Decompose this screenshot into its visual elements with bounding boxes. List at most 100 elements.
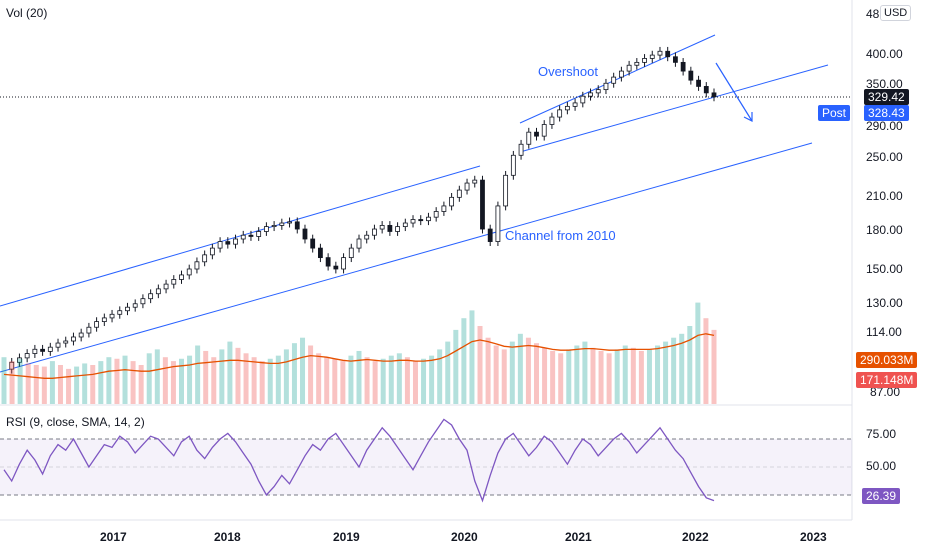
volume-bar	[82, 363, 88, 404]
candle-body	[109, 313, 115, 319]
candle-body	[194, 261, 200, 270]
volume-bar	[33, 365, 39, 404]
post-price-tag: 328.43	[864, 105, 909, 121]
candle-body	[32, 348, 38, 354]
volume-bar	[469, 310, 475, 404]
volume-bar	[57, 365, 63, 404]
price-tick: 250.00	[866, 150, 903, 164]
candle-body	[356, 238, 362, 249]
volume-tag: 171.148M	[856, 372, 918, 388]
volume-ma-line[interactable]	[3, 333, 715, 379]
price-tick: 150.00	[866, 262, 903, 276]
candle-body	[117, 310, 123, 315]
volume-bar	[211, 357, 217, 404]
candle-body	[148, 293, 154, 300]
rsi-tick: 75.00	[866, 427, 897, 441]
time-tick: 2023	[800, 530, 827, 544]
volume-bar	[461, 318, 467, 404]
candle-body	[9, 361, 15, 370]
volume-bar	[364, 357, 370, 404]
candle-body	[132, 303, 138, 308]
candle-body	[341, 257, 346, 270]
volume-bar	[41, 366, 47, 404]
candle-body	[449, 196, 455, 207]
price-tick: 400.00	[866, 47, 903, 61]
candle-body	[503, 174, 509, 207]
candle-body	[564, 105, 570, 111]
candle-body	[101, 317, 107, 322]
candle-body	[372, 228, 377, 236]
volume-bar	[195, 345, 201, 404]
candle-body	[125, 306, 130, 312]
candle-body	[696, 79, 701, 87]
volume-bar	[308, 345, 314, 404]
volume-bar	[582, 341, 588, 404]
candle-series[interactable]	[9, 46, 717, 374]
price-tick: 87.00	[870, 385, 901, 399]
candle-body	[225, 241, 231, 245]
candle-body	[395, 226, 400, 232]
overshoot-upper-line	[519, 34, 716, 124]
candle-body	[202, 254, 208, 263]
volume-bar	[534, 343, 539, 404]
volume-series[interactable]	[1, 302, 717, 404]
candle-body	[256, 231, 262, 237]
rsi-line[interactable]	[3, 418, 715, 503]
candle-body	[55, 342, 61, 348]
volume-bar	[17, 358, 23, 404]
candle-body	[163, 283, 169, 290]
volume-bar	[525, 337, 531, 404]
candle-body	[155, 288, 161, 295]
candle-body	[310, 238, 316, 249]
candle-body	[426, 216, 431, 222]
candle-body	[63, 340, 69, 344]
volume-bar	[711, 329, 717, 404]
volume-bar	[421, 358, 427, 404]
candle-body	[47, 346, 53, 352]
volume-bar	[114, 358, 120, 404]
volume-bar	[98, 361, 104, 404]
rsi-tick: 50.00	[866, 459, 897, 473]
candle-body	[580, 95, 586, 104]
candle-body	[441, 205, 447, 212]
volume-bar	[300, 337, 306, 404]
candle-body	[40, 348, 45, 352]
volume-bar	[703, 318, 709, 404]
volume-bar	[630, 347, 636, 404]
candle-body	[294, 221, 300, 230]
volume-bar	[187, 355, 193, 404]
candle-body	[279, 222, 285, 226]
candle-body	[433, 211, 439, 218]
volume-bar	[558, 353, 564, 404]
volume-bar	[412, 361, 418, 404]
volume-bar	[130, 361, 136, 404]
volume-bar	[25, 363, 31, 404]
volume-bar	[542, 347, 548, 404]
candle-body	[263, 226, 269, 232]
volume-bar	[66, 368, 72, 404]
volume-bar	[235, 347, 241, 404]
channel-lines[interactable]	[0, 34, 829, 373]
volume-bar	[574, 345, 580, 404]
price-tick: 180.00	[866, 223, 903, 237]
volume-bar	[275, 355, 281, 404]
volume-bar	[219, 349, 225, 404]
candle-body	[240, 234, 246, 240]
time-tick: 2018	[214, 530, 241, 544]
down-arrow-icon[interactable]	[715, 62, 753, 122]
candle-body	[673, 56, 678, 63]
candle-body	[271, 225, 277, 228]
volume-bar	[380, 358, 386, 404]
candle-body	[24, 353, 30, 359]
volume-bar	[517, 333, 523, 404]
candle-body	[402, 222, 408, 228]
volume-bar	[453, 329, 459, 404]
currency-label[interactable]: USD	[880, 5, 912, 21]
candle-body	[333, 265, 339, 270]
channel-upper-line	[0, 165, 481, 307]
volume-bar	[396, 353, 402, 404]
candle-body	[186, 268, 192, 276]
volume-bar	[243, 353, 249, 404]
candle-body	[302, 228, 308, 240]
